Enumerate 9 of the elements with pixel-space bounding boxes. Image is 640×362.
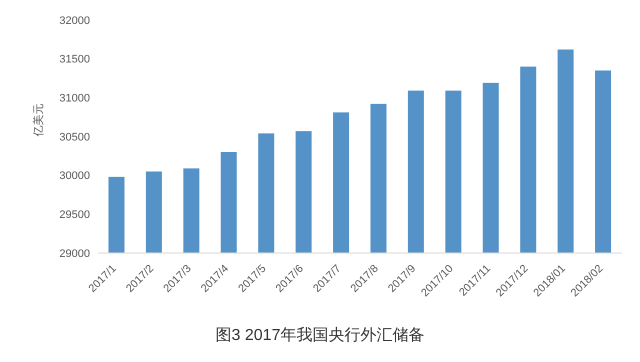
text: 图3 2017年我国央行外汇储备 [214, 326, 426, 346]
y-tick-label: 29000 [59, 248, 90, 260]
y-tick-label: 32000 [59, 14, 90, 27]
y-tick-label: 29500 [59, 209, 90, 222]
y-tick-label: 31500 [59, 54, 90, 66]
y-tick-label: 30500 [59, 131, 90, 144]
y-tick-label: 30000 [59, 170, 90, 182]
y-axis-title: 亿美元 [32, 104, 45, 138]
y-tick-label: 31000 [59, 92, 90, 105]
